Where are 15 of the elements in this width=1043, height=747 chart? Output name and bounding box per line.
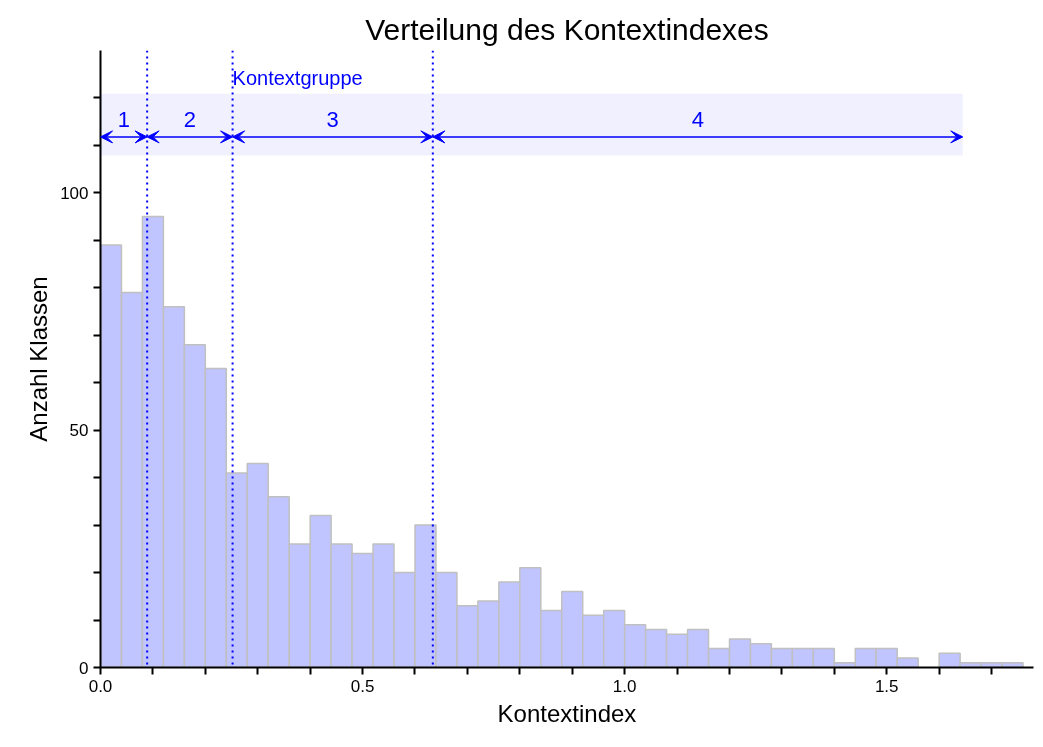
- band-label: 1: [117, 106, 130, 132]
- y-tick-label: 50: [69, 421, 89, 441]
- band-label: 4: [691, 106, 704, 132]
- y-tick-label: 0: [79, 658, 89, 678]
- chart-title: Verteilung des Kontextindexes: [365, 12, 769, 46]
- x-tick-label: 1.5: [874, 676, 899, 696]
- x-tick-label: 1.0: [612, 676, 637, 696]
- band-label: 2: [183, 106, 196, 132]
- y-axis-title: Anzahl Klassen: [25, 276, 53, 442]
- x-tick-label: 0.5: [350, 676, 375, 696]
- y-tick-label: 100: [60, 183, 89, 203]
- x-tick-label: 0.0: [88, 676, 113, 696]
- annotation: Kontextgruppe: [232, 66, 363, 89]
- band-label: 3: [326, 106, 339, 132]
- x-axis-title: Kontextindex: [497, 699, 637, 727]
